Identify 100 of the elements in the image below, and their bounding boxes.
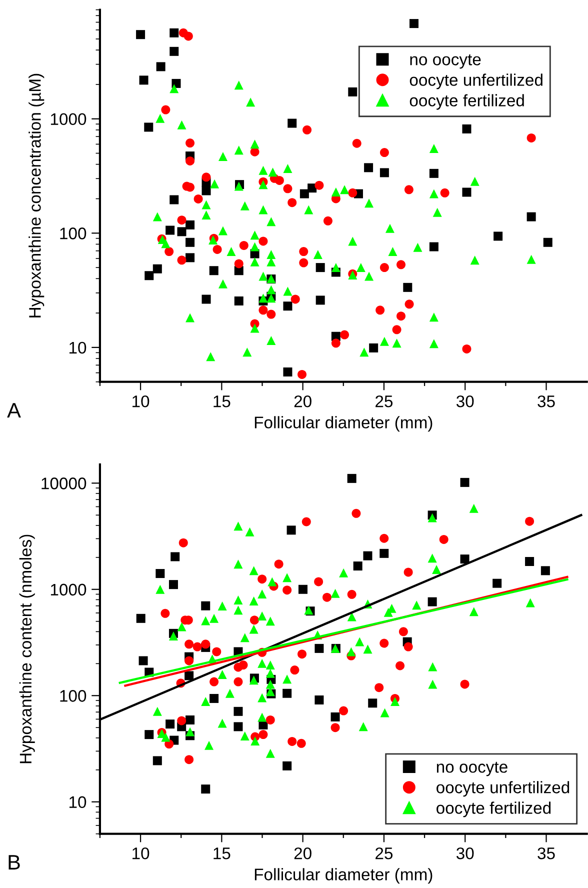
- point: [166, 720, 175, 729]
- point: [177, 256, 186, 265]
- point: [300, 189, 309, 198]
- point: [186, 220, 195, 230]
- legend-label: no oocyte: [410, 54, 481, 69]
- point: [136, 614, 146, 623]
- point: [186, 238, 195, 247]
- y-tick-label: 1000: [50, 584, 86, 596]
- point: [331, 338, 340, 348]
- point: [178, 538, 188, 548]
- point: [380, 548, 389, 558]
- point: [298, 584, 308, 594]
- point: [409, 19, 418, 28]
- point: [186, 156, 195, 166]
- point: [347, 474, 356, 483]
- point: [283, 367, 292, 376]
- point: [152, 264, 162, 274]
- point: [282, 586, 292, 595]
- point: [396, 661, 405, 670]
- legend-label: oocyte fertilized: [436, 802, 551, 818]
- text: B: [8, 855, 20, 870]
- point: [212, 244, 222, 254]
- point: [136, 30, 146, 40]
- point: [258, 574, 267, 584]
- point: [170, 28, 179, 38]
- point: [234, 296, 244, 306]
- point: [323, 216, 332, 226]
- point: [396, 312, 406, 321]
- point: [160, 608, 170, 618]
- point: [168, 580, 178, 590]
- x-tick-label: 20: [294, 395, 312, 408]
- point: [462, 188, 472, 197]
- point: [274, 176, 284, 185]
- point: [314, 644, 324, 653]
- point: [170, 552, 180, 562]
- legend-label: oocyte fertilized: [410, 94, 524, 110]
- point: [258, 236, 268, 246]
- point: [403, 282, 412, 292]
- point: [288, 118, 297, 128]
- point: [274, 560, 284, 569]
- point: [152, 756, 162, 766]
- point: [166, 226, 175, 235]
- point: [404, 568, 413, 577]
- point: [234, 677, 243, 686]
- x-tick-label: 30: [456, 395, 474, 408]
- point: [184, 755, 194, 764]
- y-tick-label: 10: [70, 796, 86, 808]
- point: [212, 647, 222, 656]
- point: [144, 122, 154, 132]
- point: [428, 597, 437, 606]
- point: [380, 638, 389, 648]
- point: [234, 259, 244, 268]
- point: [363, 551, 372, 560]
- point: [258, 306, 268, 315]
- point: [201, 601, 210, 610]
- point: [314, 695, 324, 704]
- point: [314, 577, 324, 586]
- point: [192, 642, 202, 652]
- point: [352, 508, 361, 518]
- point: [302, 517, 311, 526]
- x-tick-label: 35: [538, 847, 555, 860]
- point: [369, 343, 378, 352]
- point: [492, 578, 502, 588]
- point: [299, 247, 308, 256]
- point: [494, 232, 503, 241]
- point: [348, 188, 358, 198]
- point: [404, 185, 414, 194]
- point: [282, 688, 292, 698]
- y-tick-label: 100: [60, 228, 86, 240]
- legend-label: oocyte unfertilized: [410, 74, 542, 90]
- point: [380, 534, 389, 543]
- point: [396, 260, 406, 270]
- point: [234, 722, 243, 732]
- point: [439, 534, 448, 544]
- point: [290, 666, 300, 675]
- y-axis-title: Hypoxanthine content (nmoles): [19, 534, 35, 764]
- point: [460, 680, 470, 689]
- point: [144, 271, 154, 280]
- point: [404, 642, 413, 652]
- point: [462, 344, 472, 354]
- point: [540, 566, 550, 576]
- point: [250, 616, 259, 625]
- point: [429, 168, 438, 178]
- point: [138, 656, 148, 666]
- point: [184, 32, 193, 41]
- y-tick-label: 10: [70, 342, 86, 354]
- legend-label: oocyte unfertilized: [436, 781, 570, 797]
- point: [298, 370, 307, 379]
- point: [282, 761, 292, 770]
- point: [330, 723, 340, 732]
- point: [308, 184, 317, 193]
- point: [170, 46, 179, 56]
- point: [177, 716, 186, 726]
- x-tick-label: 20: [294, 847, 312, 860]
- x-axis-title: Follicular diameter (mm): [254, 868, 432, 884]
- point: [526, 133, 536, 142]
- point: [429, 242, 438, 252]
- point: [353, 561, 362, 570]
- point: [316, 296, 325, 305]
- x-tick-label: 35: [538, 395, 555, 408]
